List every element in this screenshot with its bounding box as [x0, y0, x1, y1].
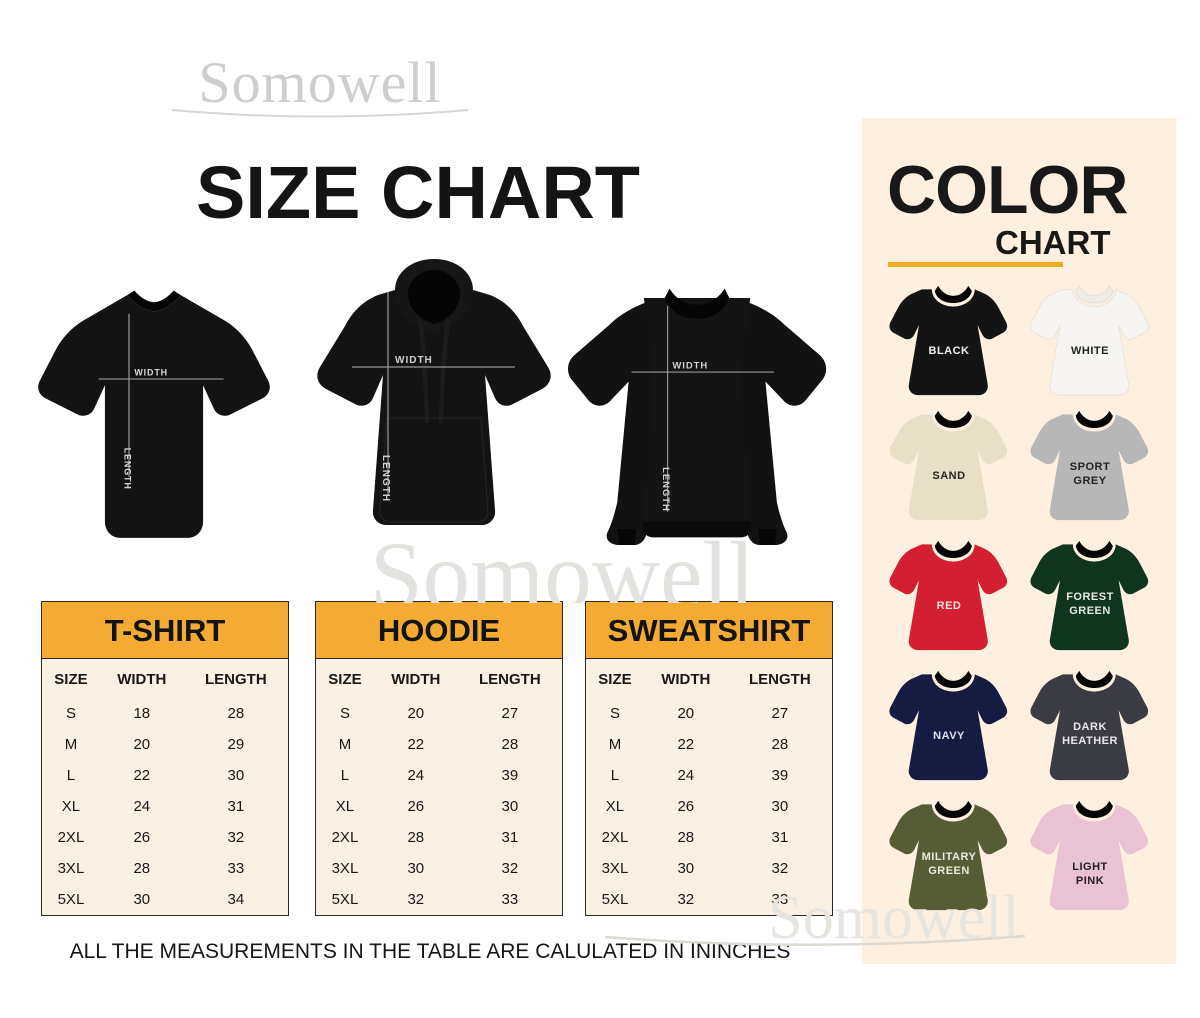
svg-text:WIDTH: WIDTH	[672, 360, 708, 371]
svg-text:WIDTH: WIDTH	[134, 367, 168, 377]
svg-text:LENGTH: LENGTH	[380, 455, 391, 502]
svg-text:WIDTH: WIDTH	[395, 355, 433, 366]
svg-text:LENGTH: LENGTH	[660, 467, 671, 512]
svg-text:LENGTH: LENGTH	[123, 448, 133, 490]
